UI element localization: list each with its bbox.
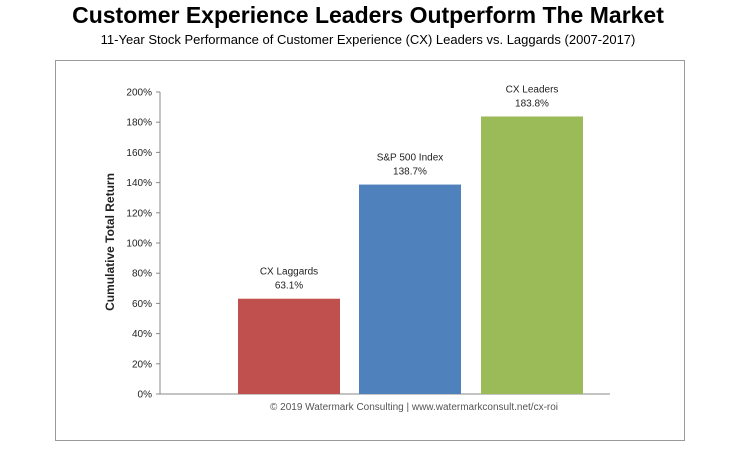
bar-category-label: CX Laggards [260,267,318,278]
y-tick-label: 40% [132,329,152,340]
y-tick-label: 140% [126,178,152,189]
bar-cx-leaders [481,116,583,394]
chart-subtitle: 11-Year Stock Performance of Customer Ex… [100,32,636,47]
chart-title: Customer Experience Leaders Outperform T… [72,2,664,28]
y-tick-label: 160% [126,148,152,159]
bar-value-label: 138.7% [393,167,427,178]
y-axis: 0% 20% 40% 60% 80% 100% 120% 140% 160% 180% 200% [126,88,610,401]
y-tick-label: 0% [138,390,153,401]
source-note: © 2019 Watermark Consulting | www.waterm… [270,402,558,413]
y-tick-label: 120% [126,208,152,219]
y-tick-label: 60% [132,299,152,310]
bar-category-label: S&P 500 Index [377,153,444,164]
bar-category-label: CX Leaders [506,84,559,95]
bar-value-label: 63.1% [275,281,303,292]
y-tick-label: 100% [126,239,152,250]
bar-cx-laggards [238,298,340,394]
y-axis-label: Cumulative Total Return [103,173,117,311]
y-tick-label: 80% [132,269,152,280]
y-tick-label: 20% [132,359,152,370]
y-tick-label: 180% [126,118,152,129]
y-tick-label: 200% [126,88,152,99]
bars: CX Laggards 63.1% S&P 500 Index 138.7% CX Le… [238,84,583,394]
bar-s-p-500-index [359,184,461,394]
bar-value-label: 183.8% [515,98,549,109]
